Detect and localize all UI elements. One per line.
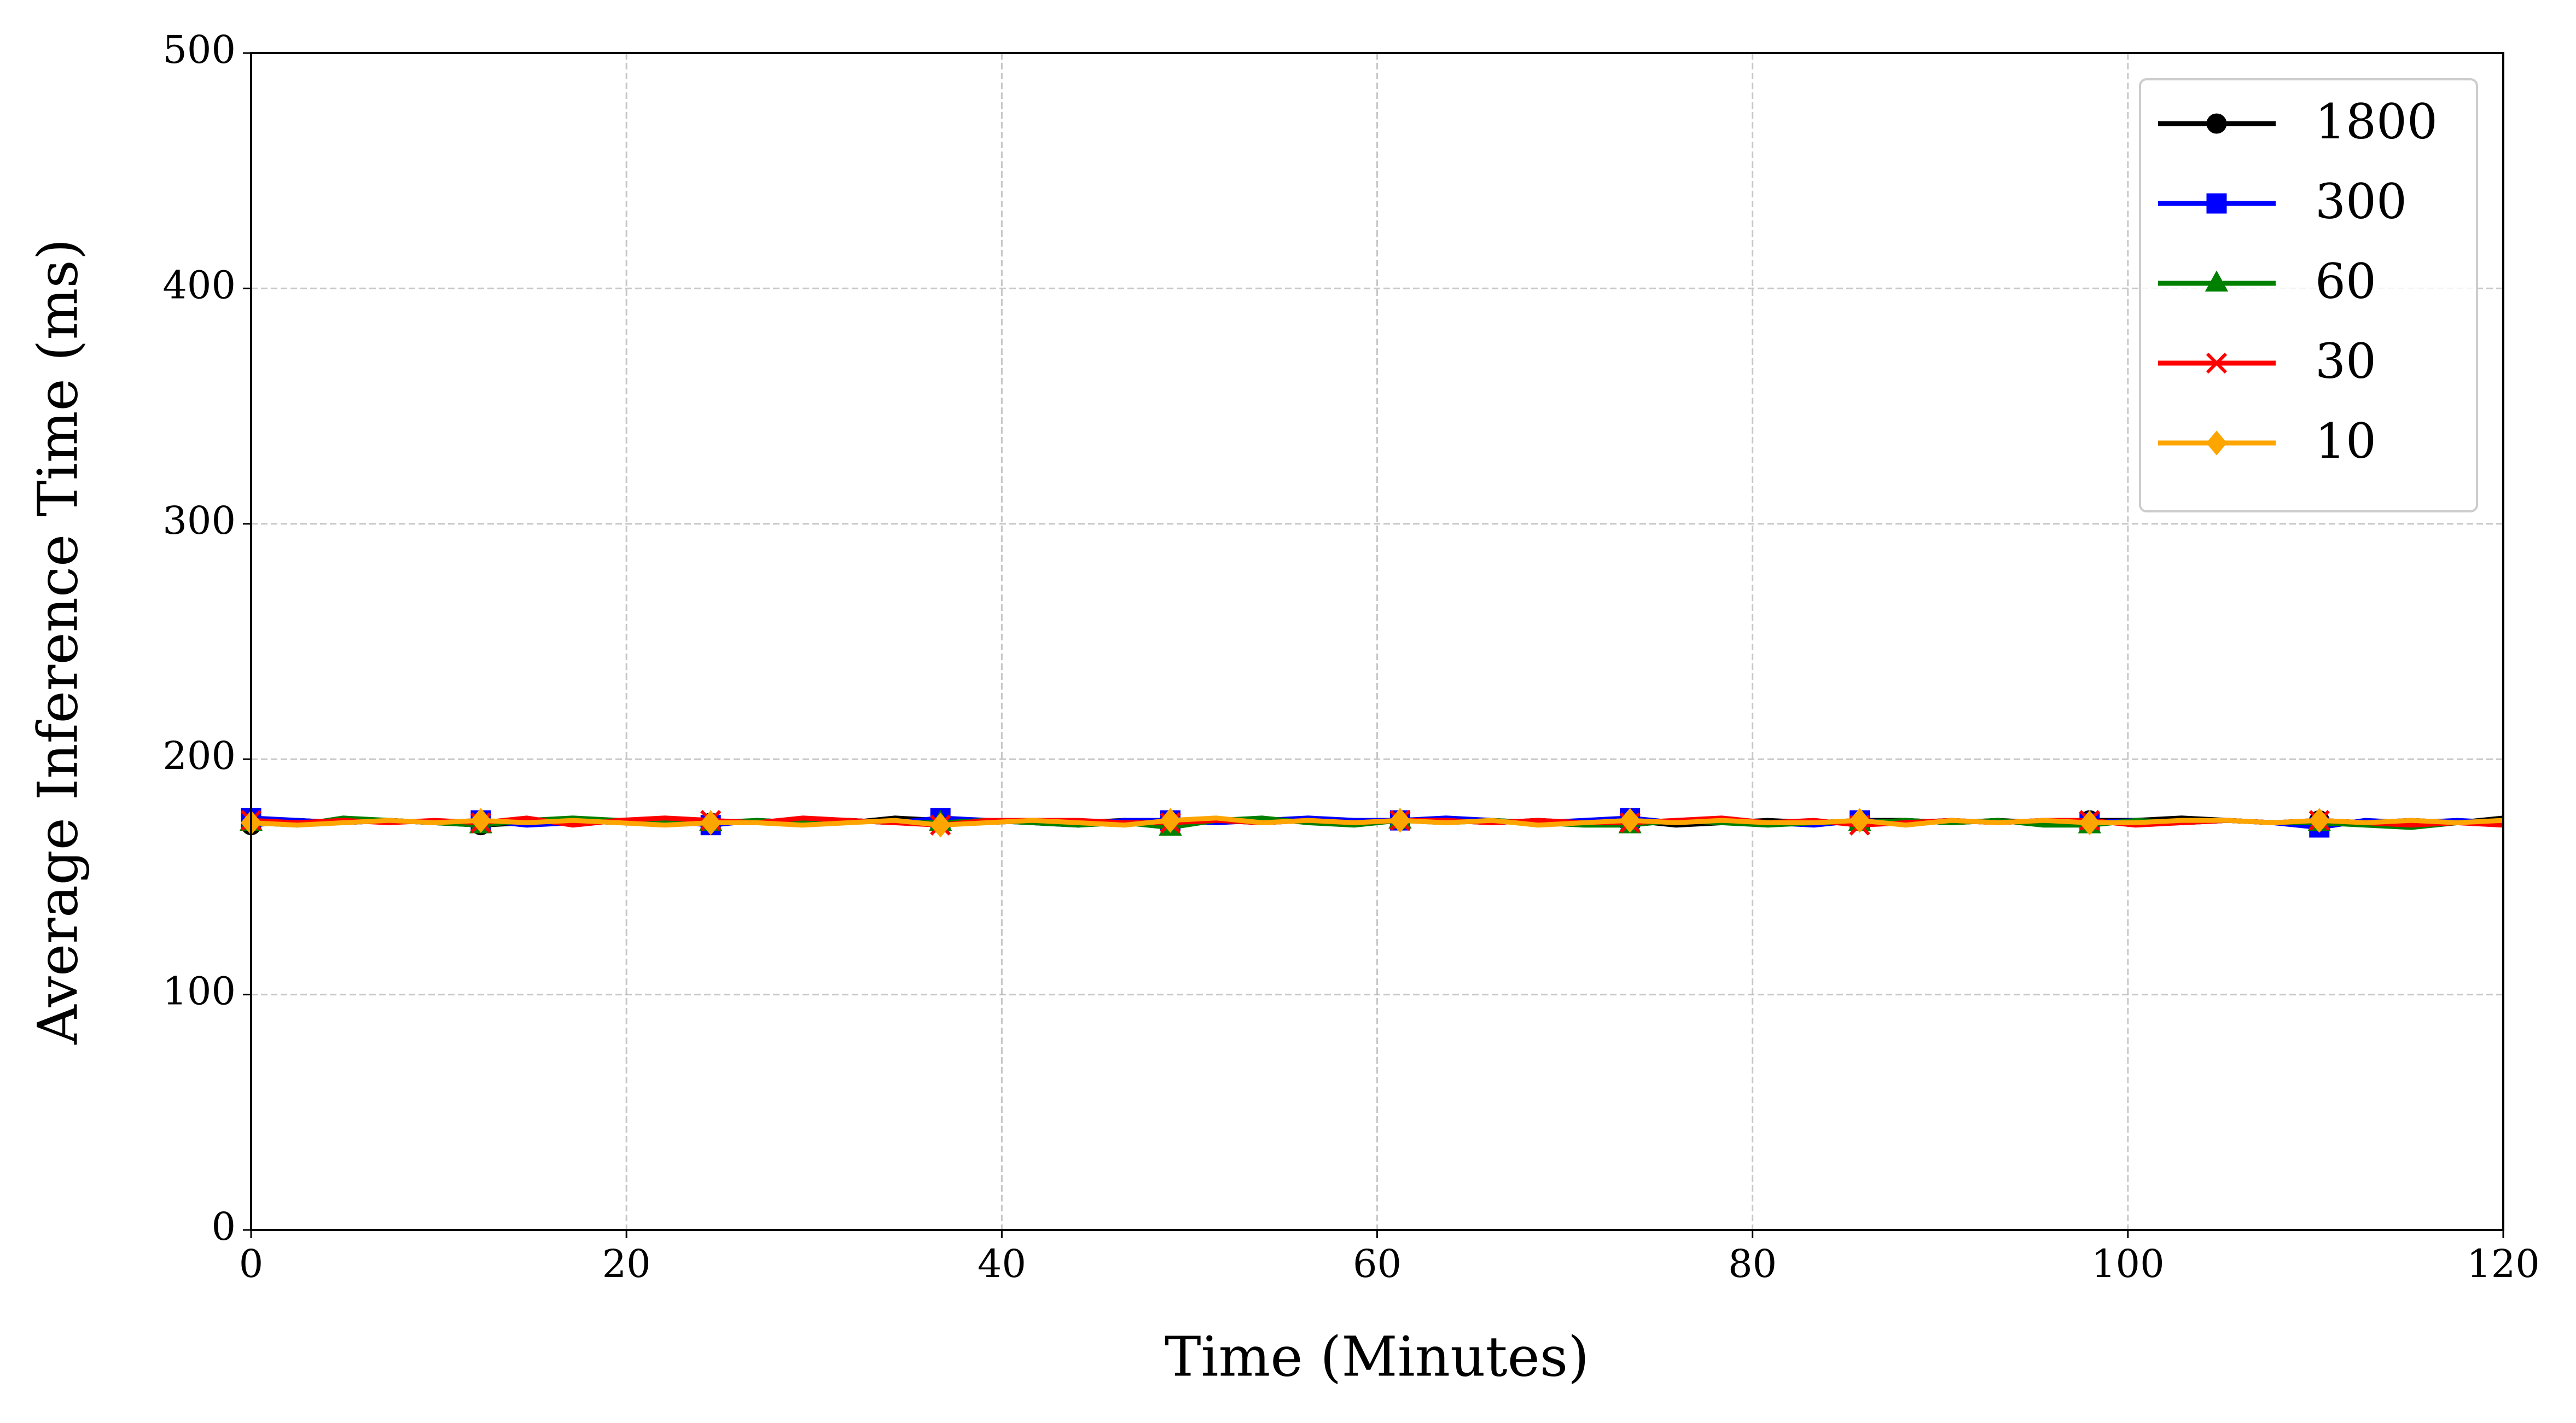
series-line: [251, 815, 2504, 828]
y-tick-label: 200: [162, 733, 236, 778]
marker: [1160, 808, 1181, 833]
x-tick-label: 40: [978, 1241, 1026, 1286]
marker: [930, 812, 951, 838]
legend-label: 30: [2315, 333, 2376, 389]
legend-label: 60: [2315, 253, 2376, 310]
y-tick-label: 100: [162, 969, 236, 1014]
x-tick-label: 120: [2467, 1241, 2540, 1286]
x-axis-label: Time (Minutes): [1165, 1325, 1589, 1389]
marker: [1389, 808, 1411, 833]
marker: [1619, 808, 1641, 833]
marker: [1849, 808, 1870, 833]
marker: [470, 808, 491, 833]
y-tick-label: 500: [162, 27, 236, 72]
legend-marker: [2206, 193, 2227, 214]
legend-marker: [2206, 113, 2227, 134]
legend-label: 10: [2315, 413, 2376, 469]
x-tick-label: 20: [602, 1241, 651, 1286]
marker: [2308, 808, 2330, 833]
legend-marker: [2206, 430, 2227, 456]
x-tick-label: 60: [1353, 1241, 1402, 1286]
legend-box: [2139, 78, 2478, 512]
legend-label: 300: [2315, 173, 2407, 230]
legend: 1800 300 60 30 10: [2139, 78, 2478, 512]
y-tick-label: 400: [162, 263, 236, 307]
plot-frame: [250, 52, 2504, 1231]
legend-marker: [2206, 352, 2228, 374]
y-tick-label: 300: [162, 498, 236, 543]
x-tick-label: 100: [2091, 1241, 2165, 1286]
y-axis-label: Average Inference Time (ms): [26, 238, 90, 1045]
legend-label: 1800: [2315, 94, 2438, 150]
x-tick-label: 80: [1728, 1241, 1777, 1286]
y-tick-label: 0: [211, 1204, 236, 1249]
marker: [2079, 810, 2100, 836]
x-tick-label: 0: [239, 1241, 264, 1286]
legend-marker: [2205, 270, 2229, 292]
marker: [700, 810, 722, 836]
